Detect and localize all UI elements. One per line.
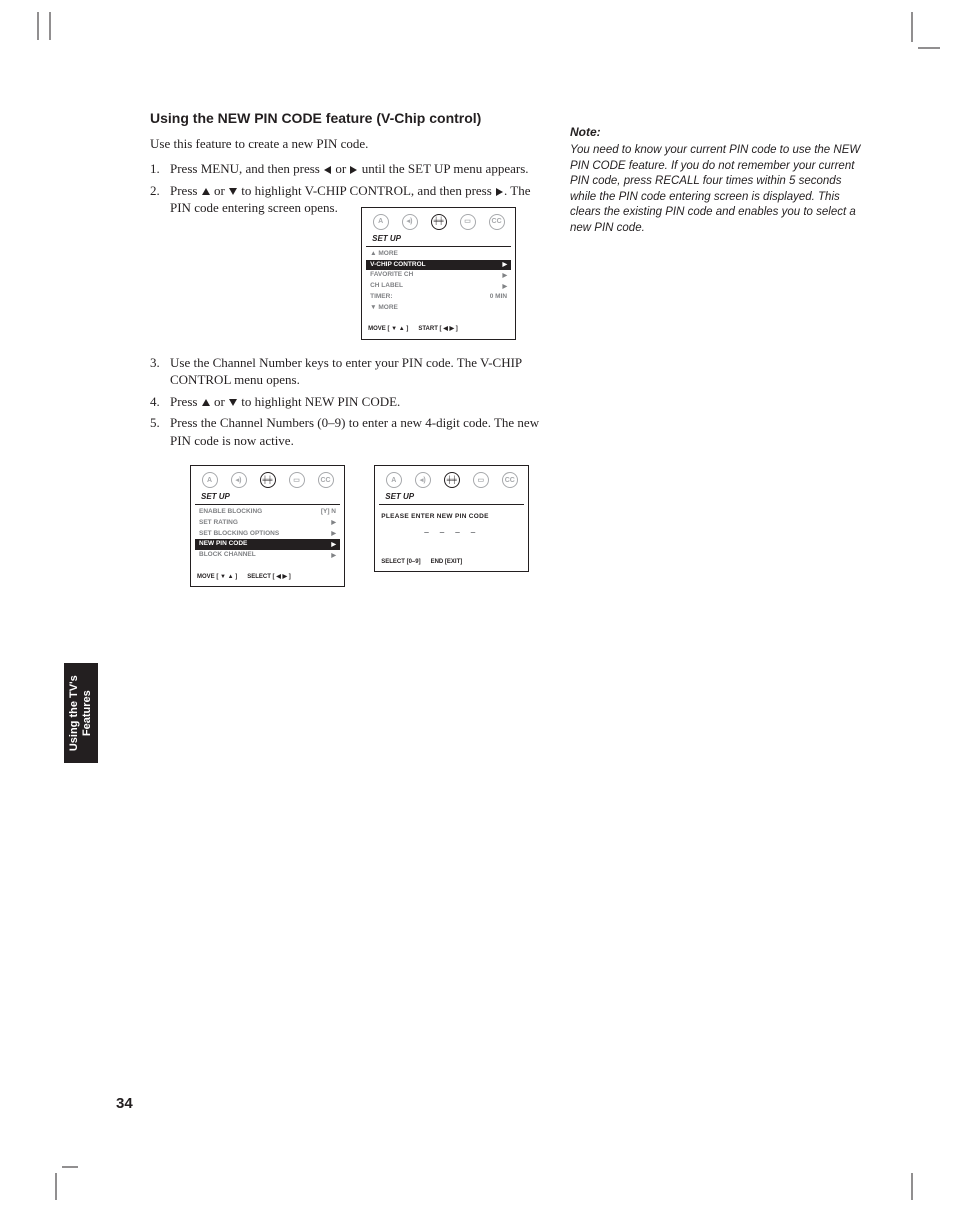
osd-setup-menu-1: A ◂) ╪╪ ▭ CC SET UP ▲ MORE V-CHIP CONTRO… [361, 207, 516, 339]
osd-icon: CC [502, 472, 518, 488]
osd-pin-dashes: – – – – [375, 524, 528, 552]
triangle-down-icon [229, 399, 237, 406]
triangle-left-icon [324, 166, 331, 174]
page-content: Using the NEW PIN CODE feature (V-Chip c… [150, 110, 870, 601]
crop-mark-br [900, 1155, 940, 1200]
osd-icon: ▭ [289, 472, 305, 488]
osd-row-highlighted: NEW PIN CODE▶ [195, 539, 340, 550]
osd-title: SET UP [366, 234, 511, 247]
osd-message: PLEASE ENTER NEW PIN CODE [375, 505, 528, 524]
crop-mark-tr [900, 12, 940, 62]
side-tab-label: Using the TV'sFeatures [68, 675, 94, 751]
osd-row: CH LABEL▶ [368, 281, 509, 292]
section-title: Using the NEW PIN CODE feature (V-Chip c… [150, 110, 550, 126]
triangle-down-icon [229, 188, 237, 195]
osd-row: TIMER:0 MIN [368, 292, 509, 303]
triangle-right-icon [496, 188, 503, 196]
osd-icon: ◂) [231, 472, 247, 488]
osd-icon-row: A ◂) ╪╪ ▭ CC [191, 466, 344, 492]
osd-menu-list: ▲ MORE V-CHIP CONTROL▶ FAVORITE CH▶ CH L… [362, 247, 515, 320]
osd-icon: A [373, 214, 389, 230]
osd-row: FAVORITE CH▶ [368, 270, 509, 281]
side-tab: Using the TV'sFeatures [64, 663, 98, 763]
osd-icon-highlighted: ╪╪ [260, 472, 276, 488]
steps-list: Press MENU, and then press or until the … [150, 160, 550, 597]
step-5: Press the Channel Numbers (0–9) to enter… [170, 414, 550, 597]
osd-vchip-menu: A ◂) ╪╪ ▭ CC SET UP ENABLE BLOCKING[Y] N… [190, 465, 345, 587]
osd-icon-row: A ◂) ╪╪ ▭ CC [375, 466, 528, 492]
osd-row: ▲ MORE [368, 249, 509, 260]
page-number: 34 [116, 1095, 133, 1112]
osd-footer: MOVE [ ▼ ▲ ] START [ ◀ ▶ ] [362, 319, 515, 338]
step-1: Press MENU, and then press or until the … [170, 160, 550, 178]
note-title: Note: [570, 125, 870, 139]
crop-mark-bl [18, 1155, 78, 1200]
note-body: You need to know your current PIN code t… [570, 143, 870, 236]
step-4: Press or to highlight NEW PIN CODE. [170, 393, 550, 411]
triangle-up-icon [202, 188, 210, 195]
triangle-right-icon [350, 166, 357, 174]
osd-icon-highlighted: ╪╪ [444, 472, 460, 488]
crop-mark-tl2 [40, 12, 60, 52]
step-2: Press or to highlight V-CHIP CONTROL, an… [170, 182, 550, 350]
osd-icon: ◂) [415, 472, 431, 488]
osd-icon: ▭ [473, 472, 489, 488]
osd-icon: A [202, 472, 218, 488]
osd-menu-list: ENABLE BLOCKING[Y] N SET RATING▶ SET BLO… [191, 505, 344, 567]
intro-text: Use this feature to create a new PIN cod… [150, 136, 550, 152]
osd-icon: ▭ [460, 214, 476, 230]
osd-row-highlighted: V-CHIP CONTROL▶ [366, 260, 511, 271]
osd-icon-row: A ◂) ╪╪ ▭ CC [362, 208, 515, 234]
osd-title: SET UP [195, 492, 340, 505]
osd-row: SET RATING▶ [197, 518, 338, 529]
osd-row: ▼ MORE [368, 303, 509, 314]
osd-icon: ◂) [402, 214, 418, 230]
osd-row: SET BLOCKING OPTIONS▶ [197, 529, 338, 540]
triangle-up-icon [202, 399, 210, 406]
note-column: Note: You need to know your current PIN … [570, 125, 870, 236]
osd-icon: A [386, 472, 402, 488]
osd-icon-highlighted: ╪╪ [431, 214, 447, 230]
osd-row: ENABLE BLOCKING[Y] N [197, 507, 338, 518]
osd-pin-entry: A ◂) ╪╪ ▭ CC SET UP PLEASE ENTER NEW PIN… [374, 465, 529, 572]
osd-footer: MOVE [ ▼ ▲ ] SELECT [ ◀ ▶ ] [191, 567, 344, 586]
main-column: Using the NEW PIN CODE feature (V-Chip c… [150, 110, 550, 601]
osd-row: BLOCK CHANNEL▶ [197, 550, 338, 561]
step-3: Use the Channel Number keys to enter you… [170, 354, 550, 389]
osd-icon: CC [318, 472, 334, 488]
osd-icon: CC [489, 214, 505, 230]
osd-title: SET UP [379, 492, 524, 505]
osd-footer: SELECT [0–9] END [EXIT] [375, 552, 528, 571]
